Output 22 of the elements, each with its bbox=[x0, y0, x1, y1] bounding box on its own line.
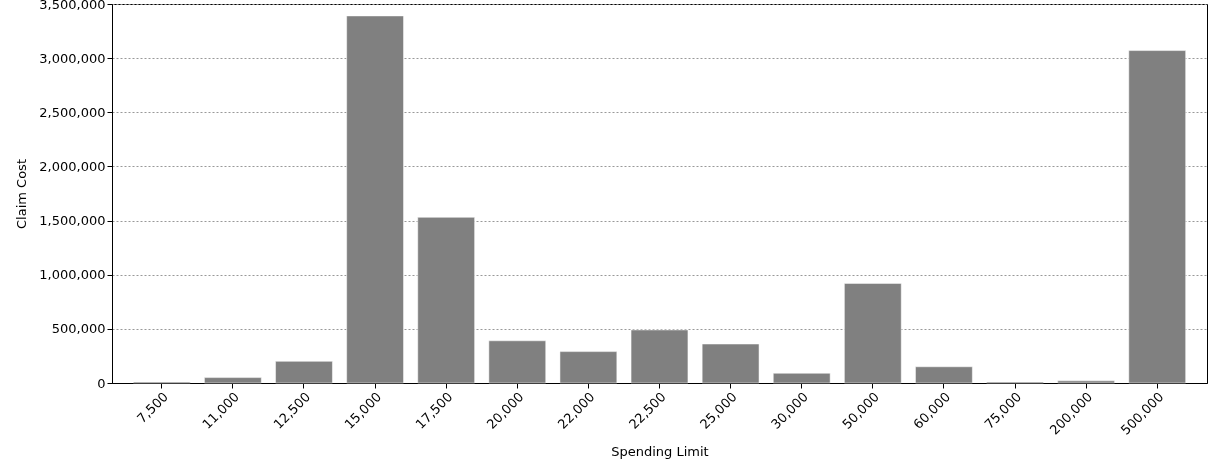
bar bbox=[346, 15, 404, 384]
y-tick-label: 500,000 bbox=[51, 321, 106, 337]
y-tick-label: 0 bbox=[97, 375, 106, 391]
y-axis-title: Claim Cost bbox=[14, 159, 30, 229]
bar bbox=[559, 351, 618, 384]
y-tick-label: 1,000,000 bbox=[39, 267, 106, 283]
y-tick-label: 3,000,000 bbox=[39, 50, 106, 66]
bar bbox=[915, 366, 973, 384]
bar bbox=[844, 283, 902, 384]
bar bbox=[204, 377, 262, 384]
y-tick-label: 1,500,000 bbox=[39, 213, 106, 229]
x-axis-title: Spending Limit bbox=[611, 443, 709, 459]
bar bbox=[488, 340, 546, 384]
bar bbox=[1128, 50, 1186, 384]
bar bbox=[773, 373, 831, 384]
bar bbox=[417, 217, 475, 384]
bar bbox=[630, 329, 689, 384]
y-tick-label: 2,500,000 bbox=[39, 104, 106, 120]
bar bbox=[275, 361, 333, 384]
bar bbox=[1057, 380, 1115, 384]
y-tick-label: 2,000,000 bbox=[39, 158, 106, 174]
bar bbox=[701, 343, 760, 384]
